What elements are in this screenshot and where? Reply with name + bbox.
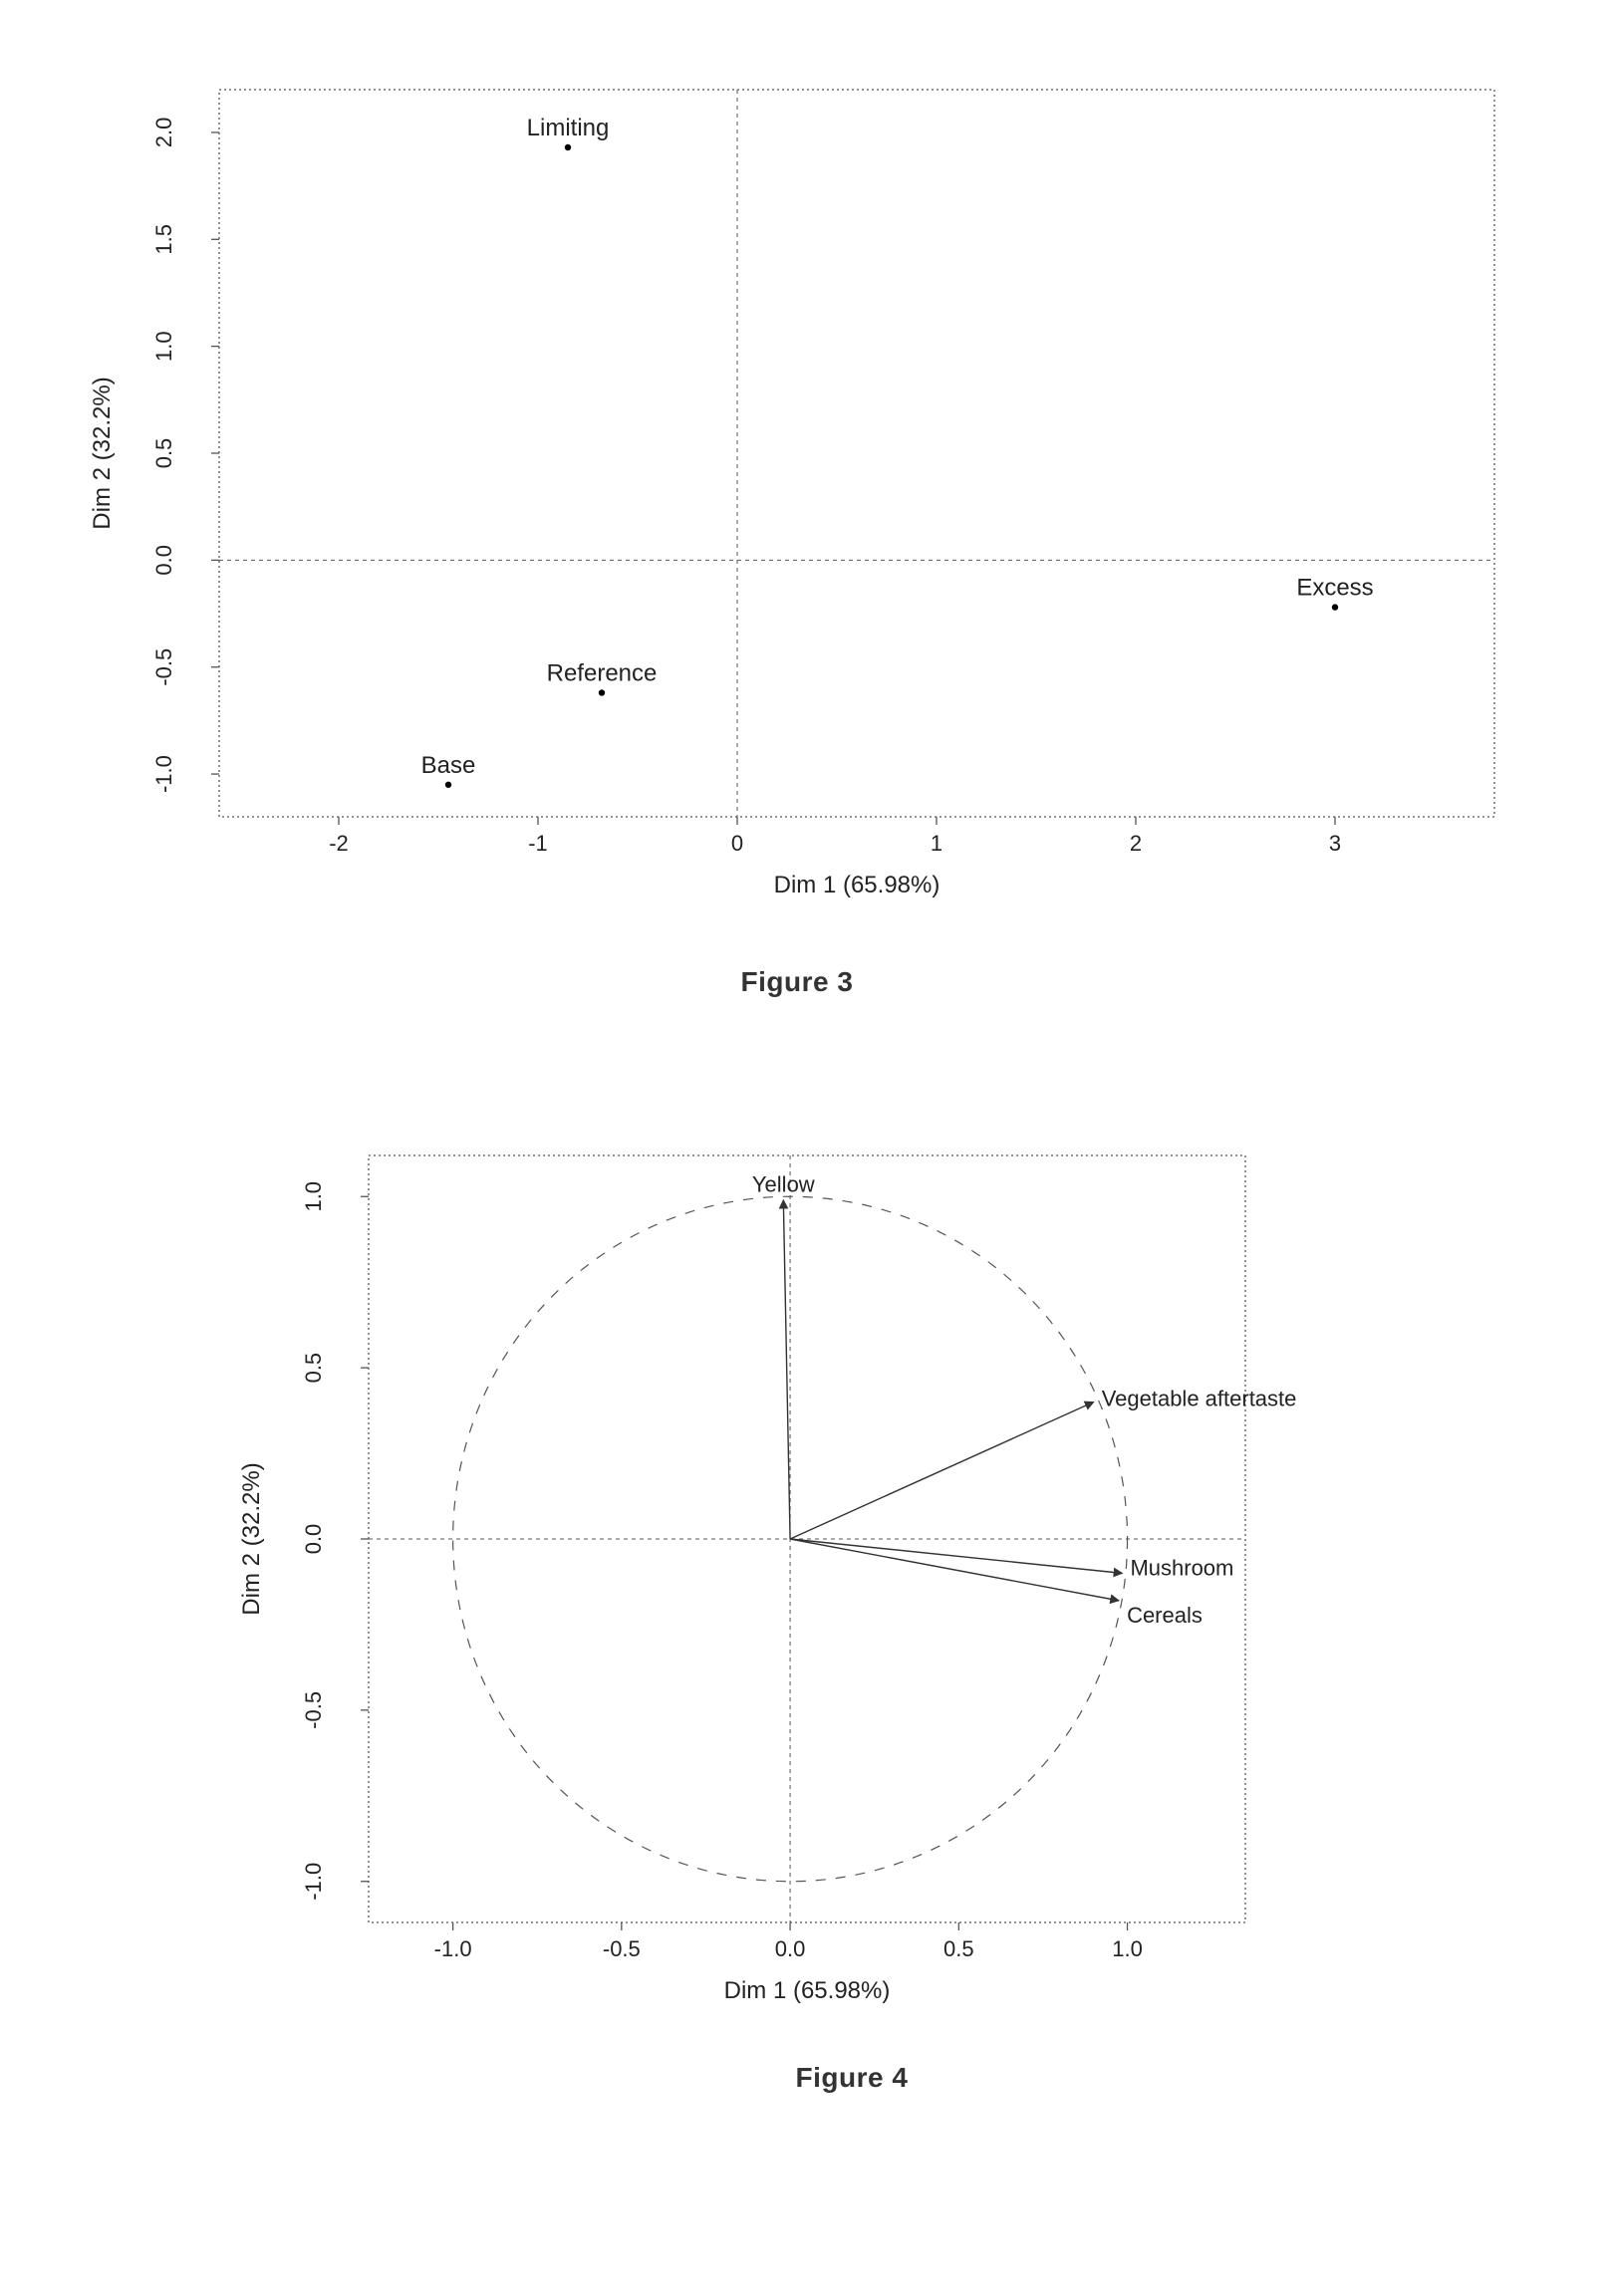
svg-text:-1: -1: [528, 831, 548, 856]
svg-text:1.0: 1.0: [301, 1181, 326, 1212]
svg-text:0.0: 0.0: [151, 545, 176, 576]
svg-text:Cereals: Cereals: [1127, 1603, 1203, 1628]
figure4-caption: Figure 4: [179, 2062, 1524, 2094]
svg-text:Dim 1 (65.98%): Dim 1 (65.98%): [774, 872, 940, 898]
svg-text:0.5: 0.5: [943, 1936, 974, 1961]
svg-text:Dim 1 (65.98%): Dim 1 (65.98%): [724, 1977, 891, 2004]
figure4-chart: -1.0 -0.5 0.0 0.5 1.0 -1.0 -0.5 0.0 0.5 1.0 Dim 1 …: [179, 1126, 1524, 2022]
svg-text:Reference: Reference: [547, 659, 658, 686]
figure4-wrap: -1.0 -0.5 0.0 0.5 1.0 -1.0 -0.5 0.0 0.5 1.0 Dim 1 …: [179, 1126, 1524, 2094]
svg-text:0.5: 0.5: [151, 438, 176, 469]
svg-text:-2: -2: [329, 831, 349, 856]
svg-text:Dim 2 (32.2%): Dim 2 (32.2%): [89, 377, 116, 529]
svg-text:Yellow: Yellow: [752, 1172, 815, 1197]
svg-text:-1.0: -1.0: [301, 1863, 326, 1901]
svg-text:Dim 2 (32.2%): Dim 2 (32.2%): [238, 1462, 265, 1615]
svg-text:1.0: 1.0: [1112, 1936, 1143, 1961]
svg-text:2.0: 2.0: [151, 118, 176, 148]
svg-text:3: 3: [1329, 831, 1341, 856]
page: -2 -1 0 1 2 3 -1.0 -0.5 0.0 0.5 1.0 1.5 2.0 Dim 1 (65…: [0, 0, 1609, 2296]
figure3-caption: Figure 3: [40, 966, 1554, 998]
svg-text:-1.0: -1.0: [434, 1936, 472, 1961]
svg-text:2: 2: [1130, 831, 1142, 856]
svg-text:0.0: 0.0: [301, 1524, 326, 1555]
svg-text:0.5: 0.5: [301, 1353, 326, 1384]
svg-text:Excess: Excess: [1296, 575, 1373, 602]
figure3-wrap: -2 -1 0 1 2 3 -1.0 -0.5 0.0 0.5 1.0 1.5 2.0 Dim 1 (65…: [40, 60, 1554, 998]
svg-text:-0.5: -0.5: [603, 1936, 641, 1961]
svg-text:-0.5: -0.5: [301, 1691, 326, 1729]
svg-text:-1.0: -1.0: [151, 755, 176, 793]
svg-text:Mushroom: Mushroom: [1130, 1555, 1233, 1580]
svg-text:0: 0: [731, 831, 743, 856]
svg-text:Limiting: Limiting: [527, 115, 610, 141]
figure3-chart: -2 -1 0 1 2 3 -1.0 -0.5 0.0 0.5 1.0 1.5 2.0 Dim 1 (65…: [40, 60, 1554, 926]
svg-text:Base: Base: [421, 752, 476, 779]
svg-text:Vegetable aftertaste: Vegetable aftertaste: [1102, 1387, 1297, 1411]
svg-text:0.0: 0.0: [775, 1936, 806, 1961]
svg-text:1: 1: [931, 831, 942, 856]
svg-text:1.5: 1.5: [151, 224, 176, 255]
svg-text:-0.5: -0.5: [151, 648, 176, 686]
svg-text:1.0: 1.0: [151, 331, 176, 362]
